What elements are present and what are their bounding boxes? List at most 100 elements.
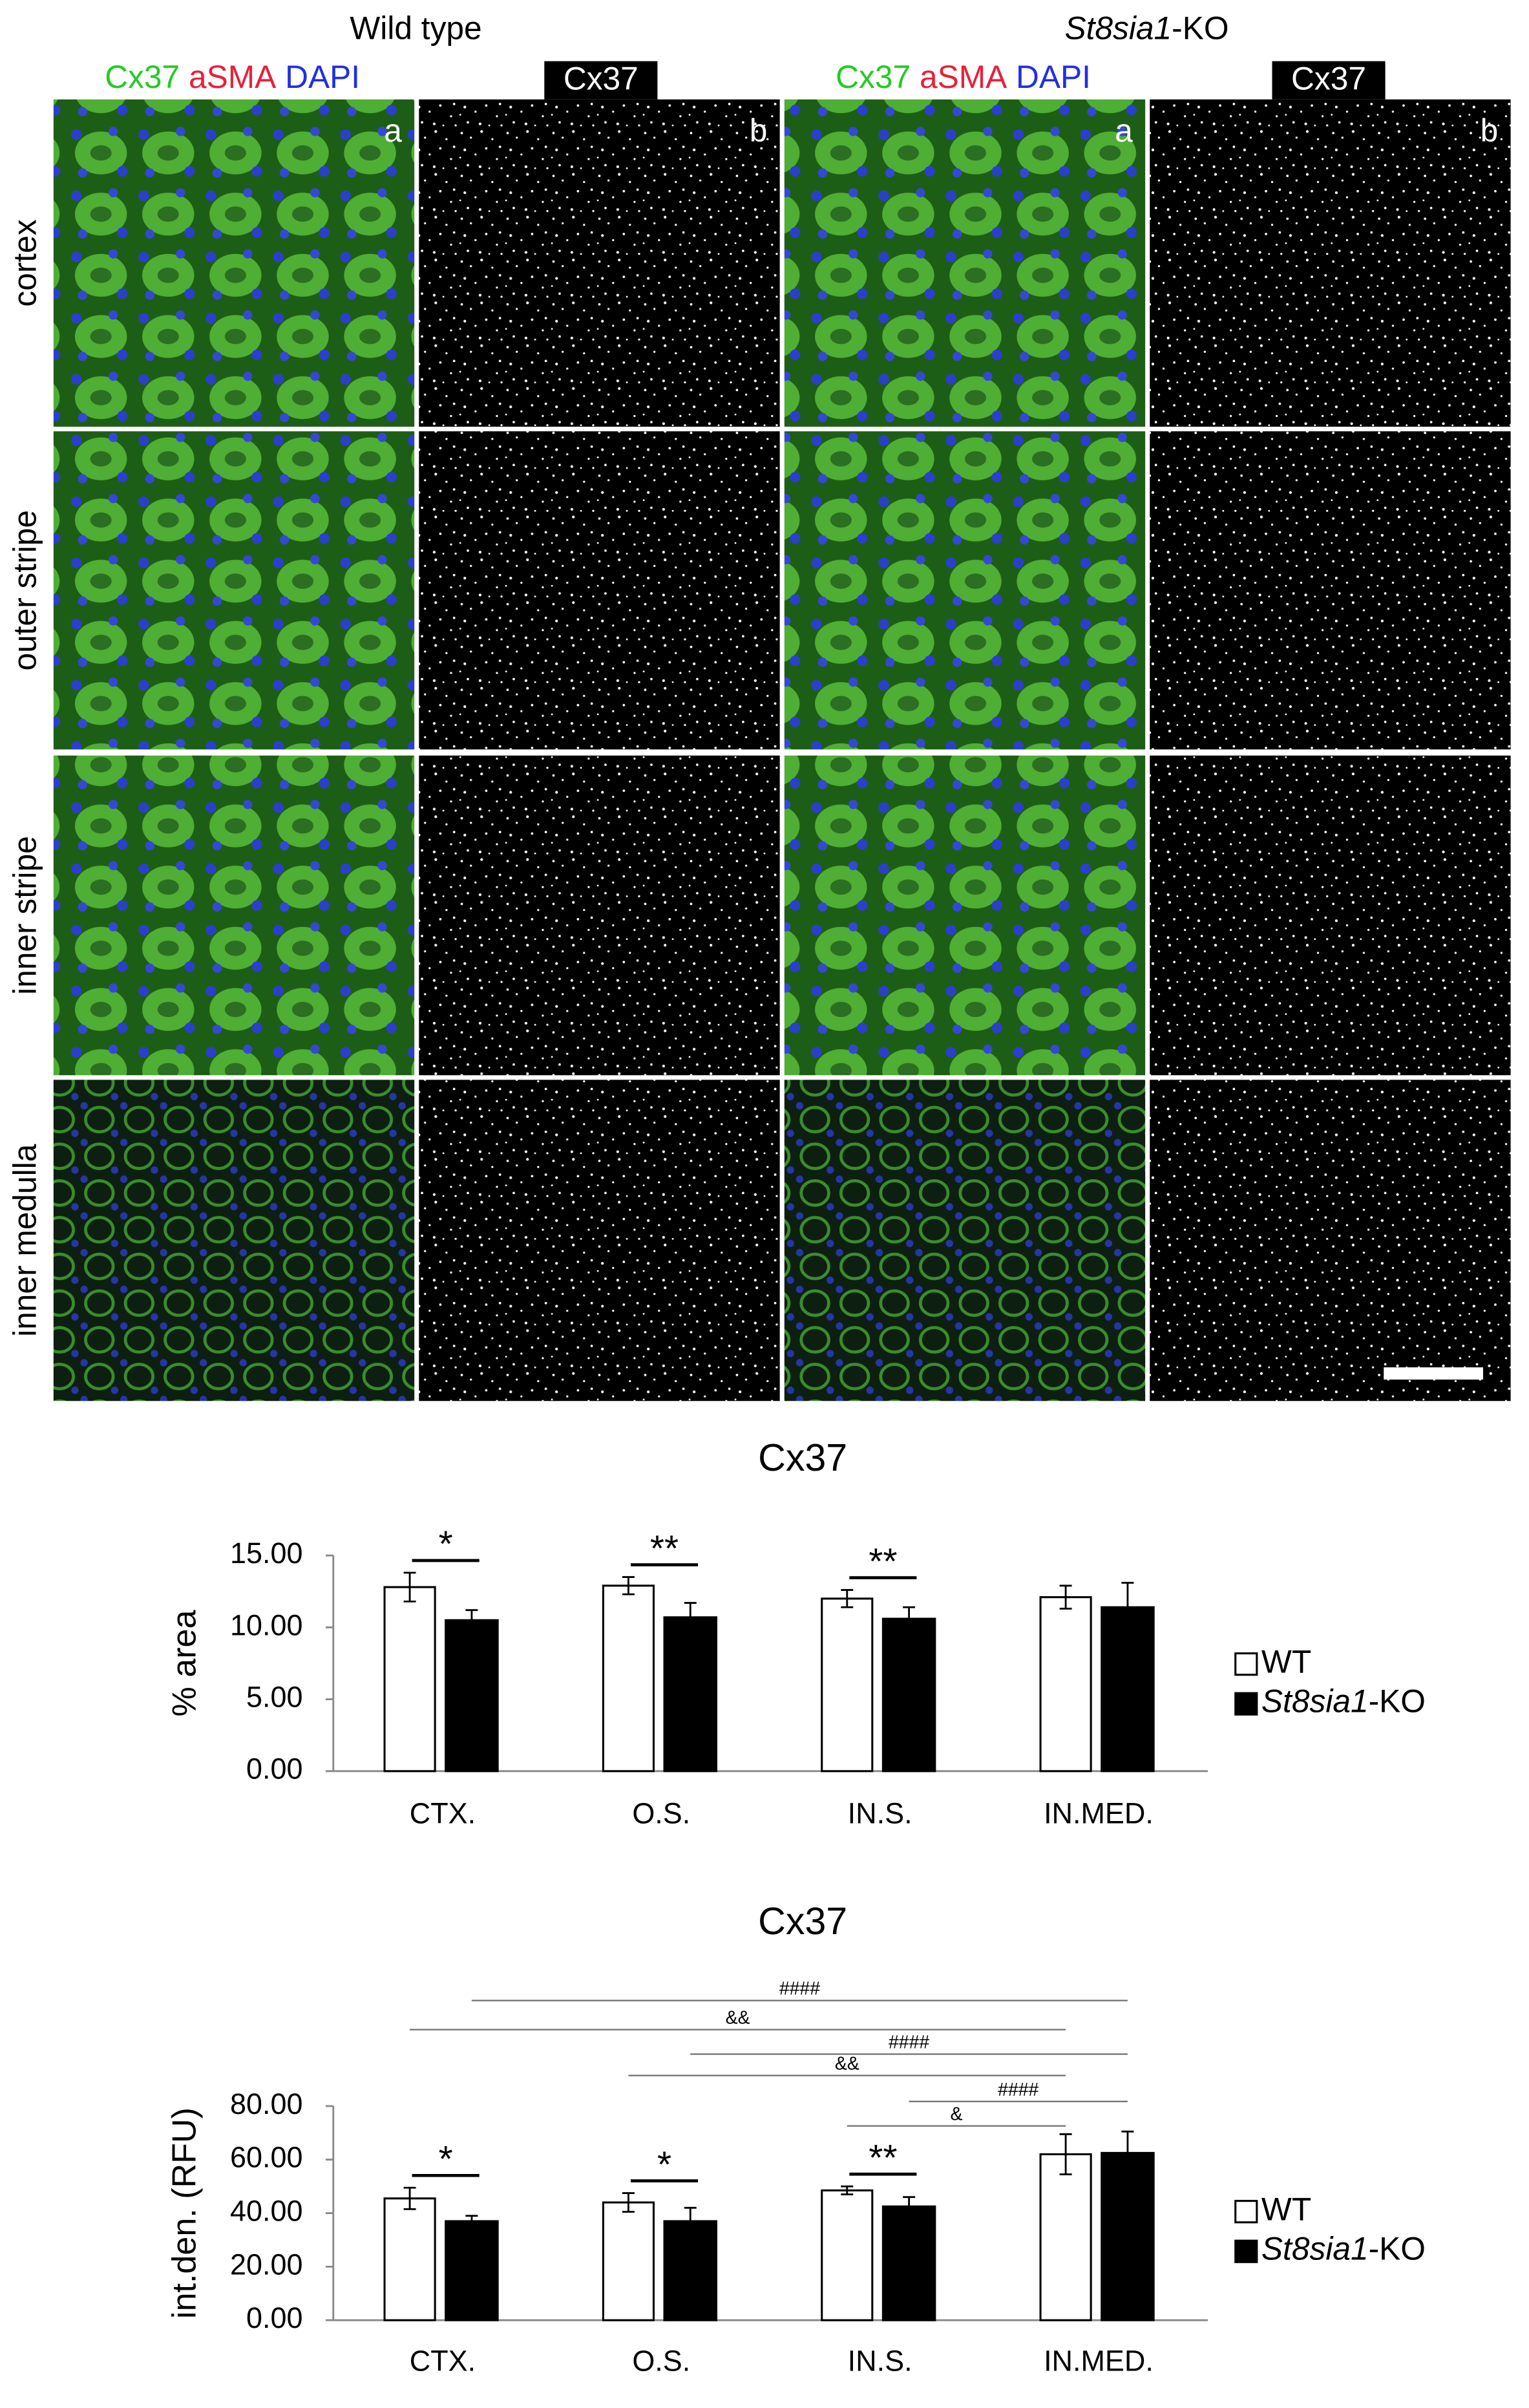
error-bar	[1121, 1582, 1134, 1633]
y-tick-label: 40.00	[230, 2194, 302, 2227]
panel-label: a	[384, 112, 402, 149]
significance-label: **	[869, 1541, 897, 1582]
stain-label: Cx37	[836, 59, 911, 95]
stain-label: Cx37	[105, 59, 180, 95]
bar	[1039, 1596, 1092, 1773]
y-tick-label: 60.00	[230, 2141, 302, 2174]
channel-label: Cx37	[1291, 61, 1366, 97]
legend-swatch	[1234, 1692, 1258, 1716]
chart-title: Cx37	[758, 1436, 847, 1479]
channel-box	[544, 61, 658, 100]
legend-label: WT	[1261, 2191, 1311, 2227]
micrograph	[1150, 431, 1511, 750]
x-tick-label: O.S.	[632, 1796, 690, 1829]
micrograph	[1150, 1080, 1511, 1401]
bar	[881, 2205, 936, 2321]
stain-legend: Cx37 aSMA DAPI	[836, 59, 1091, 95]
x-tick-label: CTX.	[410, 1796, 476, 1829]
significance-label: *	[657, 2144, 671, 2185]
significance-label: *	[439, 2139, 453, 2180]
significance-label: **	[650, 1528, 679, 1569]
scale-bar	[1384, 1367, 1484, 1380]
channel-label: Cx37	[564, 61, 638, 97]
bar	[1101, 2151, 1155, 2321]
error-bar	[622, 1576, 635, 1595]
x-tick-label: IN.MED.	[1044, 1796, 1154, 1829]
comparison-label: &&	[726, 2008, 750, 2029]
bar	[445, 1619, 499, 1773]
bar	[663, 2220, 718, 2321]
channel-box	[1272, 61, 1386, 100]
bar	[1101, 1606, 1155, 1773]
panel-label: b	[750, 112, 768, 149]
significance-label: *	[439, 1524, 453, 1565]
y-tick-label: 0.00	[246, 2301, 302, 2334]
micrograph	[784, 431, 1146, 750]
row-label: inner stripe	[7, 836, 43, 995]
error-bar	[1059, 2133, 1072, 2175]
comparison-label: ####	[779, 1979, 820, 1999]
micrograph	[784, 1080, 1146, 1401]
chart-title: Cx37	[758, 1899, 847, 1943]
panel-label: b	[1481, 112, 1499, 149]
legend-swatch	[1234, 2200, 1258, 2224]
row-label: inner medulla	[7, 1144, 43, 1337]
bar	[881, 1617, 936, 1773]
x-tick-label: IN.S.	[848, 1796, 912, 1829]
bar	[602, 1584, 655, 1773]
micrograph	[784, 755, 1146, 1076]
micrograph	[419, 1080, 780, 1401]
micrograph	[419, 99, 780, 427]
significance-label: **	[869, 2138, 897, 2179]
panel-label: a	[1115, 112, 1133, 149]
y-tick-label: 5.00	[246, 1680, 302, 1713]
legend-label: St8sia1-KO	[1261, 2231, 1426, 2267]
y-axis-label: % area	[165, 1610, 203, 1717]
micrograph	[419, 431, 780, 750]
error-bar	[903, 2196, 916, 2217]
y-tick-label: 80.00	[230, 2087, 302, 2120]
comparison-label: &&	[835, 2054, 859, 2074]
micrograph-grid: cortex a b a b outer stripe inner stripe inner …	[7, 99, 1511, 1401]
stain-label: DAPI	[1016, 59, 1091, 95]
error-bar	[841, 2185, 854, 2196]
bar	[602, 2201, 655, 2321]
row-label: outer stripe	[7, 510, 43, 670]
micrograph	[1150, 755, 1511, 1076]
stain-legend: Cx37 aSMA DAPI	[105, 59, 360, 95]
stain-label: aSMA	[189, 59, 277, 95]
stain-label: aSMA	[920, 59, 1007, 95]
bar	[821, 2189, 874, 2321]
x-tick-label: O.S.	[632, 2344, 690, 2377]
error-bar	[403, 1572, 416, 1603]
y-tick-label: 10.00	[230, 1608, 302, 1641]
error-bar	[403, 2186, 416, 2210]
x-tick-label: IN.MED.	[1044, 2344, 1154, 2377]
bar	[663, 1616, 718, 1773]
error-bar	[465, 1609, 478, 1632]
row-label: cortex	[7, 219, 43, 306]
bar	[445, 2220, 499, 2321]
comparison-label: ####	[889, 2032, 929, 2052]
y-tick-label: 15.00	[230, 1537, 302, 1570]
x-tick-label: IN.S.	[848, 2344, 912, 2377]
bar	[1039, 2153, 1092, 2321]
error-bar	[1121, 2130, 1134, 2175]
legend-swatch	[1234, 1652, 1258, 1676]
error-bar	[465, 2215, 478, 2228]
error-bar	[903, 1606, 916, 1632]
legend-swatch	[1234, 2239, 1258, 2263]
error-bar	[684, 1602, 697, 1633]
bar	[383, 2197, 436, 2321]
y-axis-label: int.den. (RFU)	[165, 2107, 203, 2319]
legend-label: WT	[1261, 1643, 1311, 1679]
micrograph	[1150, 99, 1511, 427]
comparison-label: &	[950, 2104, 962, 2125]
micrograph	[53, 755, 415, 1076]
error-bar	[841, 1589, 854, 1608]
micrograph	[419, 755, 780, 1076]
y-tick-label: 20.00	[230, 2248, 302, 2281]
genotype-header: Wild type	[350, 10, 481, 46]
